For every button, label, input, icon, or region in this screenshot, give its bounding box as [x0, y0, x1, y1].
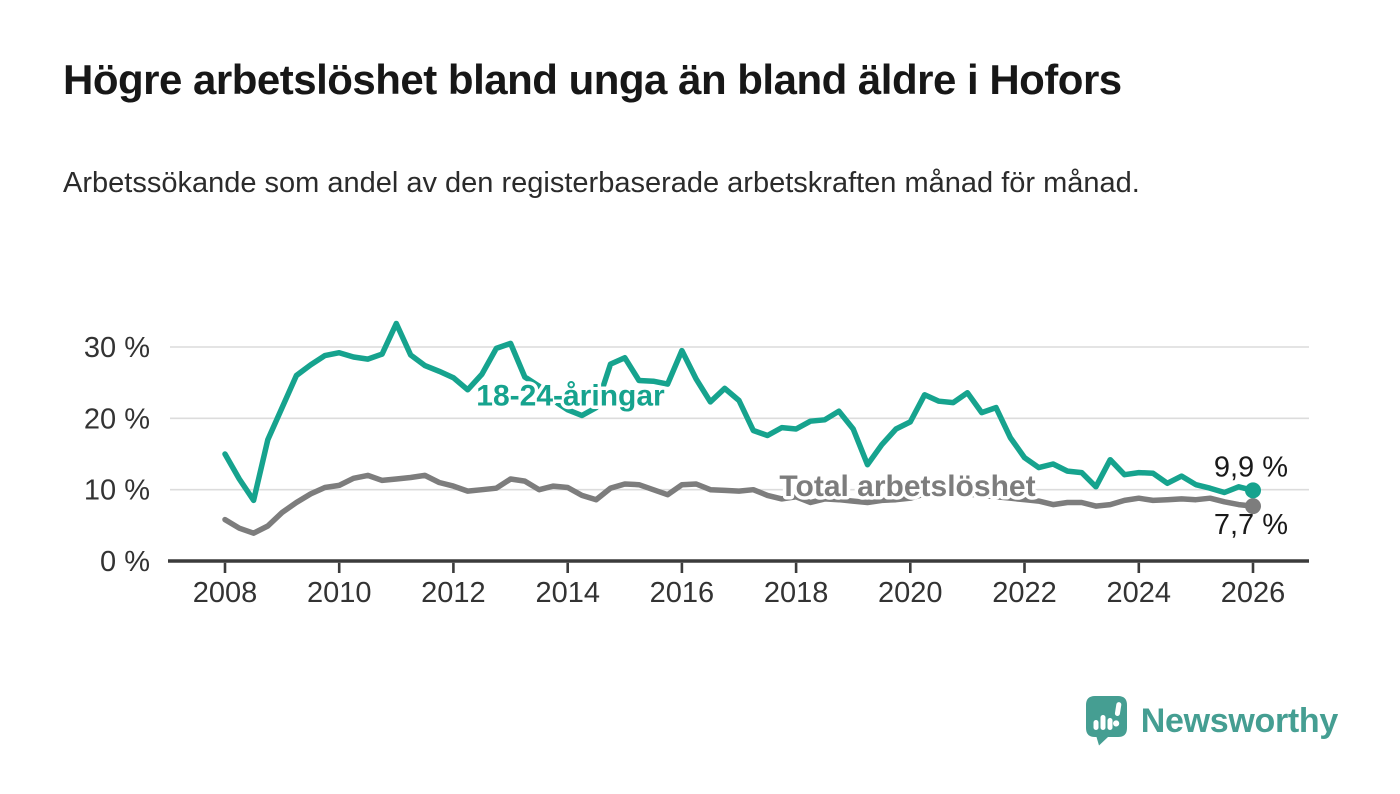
- series-line-18-24-ringar: [222, 320, 1256, 504]
- series-label-total-arbetsl-shet: Total arbetslöshet: [779, 470, 1035, 503]
- y-axis-tick-label: 30 %: [84, 332, 150, 364]
- series-end-dot-18-24-ringar: [1245, 482, 1261, 499]
- y-axis-tick-label: 10 %: [84, 475, 150, 507]
- logo-exclamation: [1112, 702, 1122, 727]
- x-axis-tick-label: 2012: [421, 577, 486, 609]
- x-axis-tick-label: 2018: [764, 577, 829, 609]
- x-axis-tick-label: 2022: [992, 577, 1057, 609]
- logo-bar-medium: [1107, 718, 1113, 730]
- y-axis-tick-label: 20 %: [84, 403, 150, 435]
- chart-subtitle: Arbetssökande som andel av den registerb…: [63, 167, 1140, 199]
- series-end-value-18-24-ringar: 9,9 %: [1214, 451, 1288, 483]
- x-axis-tick-label: 2016: [650, 577, 715, 609]
- x-axis-tick-label: 2020: [878, 577, 943, 609]
- newsworthy-logo-text: Newsworthy: [1140, 701, 1339, 740]
- y-axis-tick-label: 0 %: [100, 546, 150, 578]
- series-end-value-total-arbetsl-shet: 7,7 %: [1214, 509, 1288, 541]
- newsworthy-logo-icon: [1085, 696, 1127, 746]
- x-axis-tick-label: 2026: [1221, 577, 1286, 609]
- series-line-total-arbetsl-shet: [222, 472, 1256, 536]
- logo-bar-small: [1093, 720, 1099, 730]
- newsworthy-logo: Newsworthy: [1085, 696, 1339, 746]
- x-axis-tick-label: 2010: [307, 577, 372, 609]
- x-axis-tick-label: 2024: [1107, 577, 1172, 609]
- page-title: Högre arbetslöshet bland unga än bland ä…: [63, 56, 1122, 103]
- series-label-18-24-ringar: 18-24-åringar: [476, 380, 665, 413]
- x-axis-tick-label: 2014: [535, 577, 600, 609]
- logo-bar-tall: [1100, 715, 1106, 730]
- x-axis-tick-label: 2008: [193, 577, 258, 609]
- series-end-dot-total-arbetsl-shet: [1245, 498, 1261, 515]
